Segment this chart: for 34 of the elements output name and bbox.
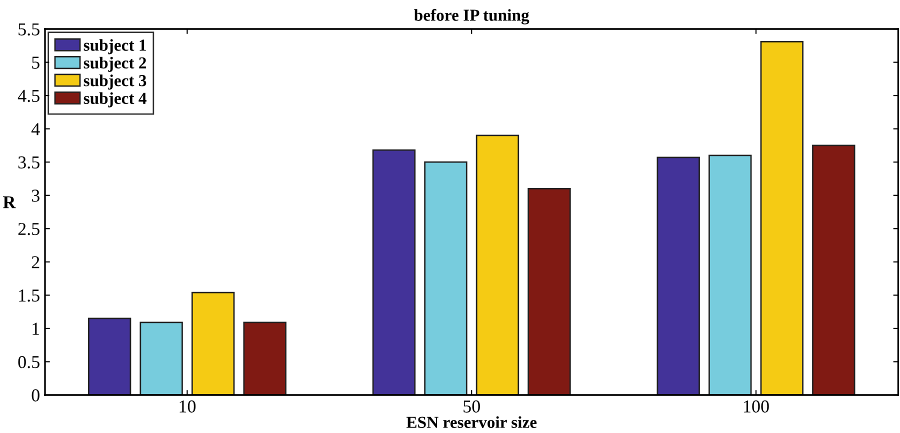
legend-label: subject 2 bbox=[84, 56, 146, 72]
y-tick-label: 2.5 bbox=[18, 222, 40, 236]
bar bbox=[140, 322, 183, 395]
bar bbox=[812, 144, 856, 395]
bar bbox=[243, 322, 286, 395]
x-axis-title: ESN reservoir size bbox=[406, 416, 537, 428]
bar bbox=[476, 134, 520, 395]
y-tick-label: 4.5 bbox=[18, 90, 40, 102]
y-tick-label: 2 bbox=[32, 256, 40, 268]
bar bbox=[760, 40, 804, 395]
bar bbox=[708, 154, 752, 395]
y-tick-label: 3 bbox=[32, 190, 40, 202]
y-axis-title: R bbox=[3, 196, 16, 208]
x-tick-label: 10 bbox=[180, 400, 196, 413]
legend-label: subject 4 bbox=[84, 92, 146, 108]
bar bbox=[528, 188, 571, 395]
y-tick-label: 4 bbox=[31, 123, 40, 136]
bar bbox=[656, 156, 700, 395]
bar bbox=[424, 161, 468, 395]
x-tick-label: 50 bbox=[464, 400, 480, 413]
legend-label: subject 3 bbox=[84, 74, 146, 90]
y-tick-label: 1.5 bbox=[19, 290, 40, 302]
y-tick-label: 1 bbox=[32, 322, 40, 335]
y-tick-label: 0 bbox=[32, 389, 40, 402]
y-tick-label: 3.5 bbox=[18, 156, 40, 169]
y-tick-label: 5.5 bbox=[18, 23, 40, 36]
y-tick-label: 0.5 bbox=[18, 356, 40, 368]
bar bbox=[88, 318, 132, 395]
bar bbox=[191, 292, 235, 395]
chart-title: before IP tuning bbox=[414, 8, 530, 24]
y-tick-label: 5 bbox=[32, 56, 40, 69]
legend-label: subject 1 bbox=[84, 39, 146, 54]
bar bbox=[372, 149, 416, 395]
x-tick-label: 100 bbox=[744, 400, 769, 413]
